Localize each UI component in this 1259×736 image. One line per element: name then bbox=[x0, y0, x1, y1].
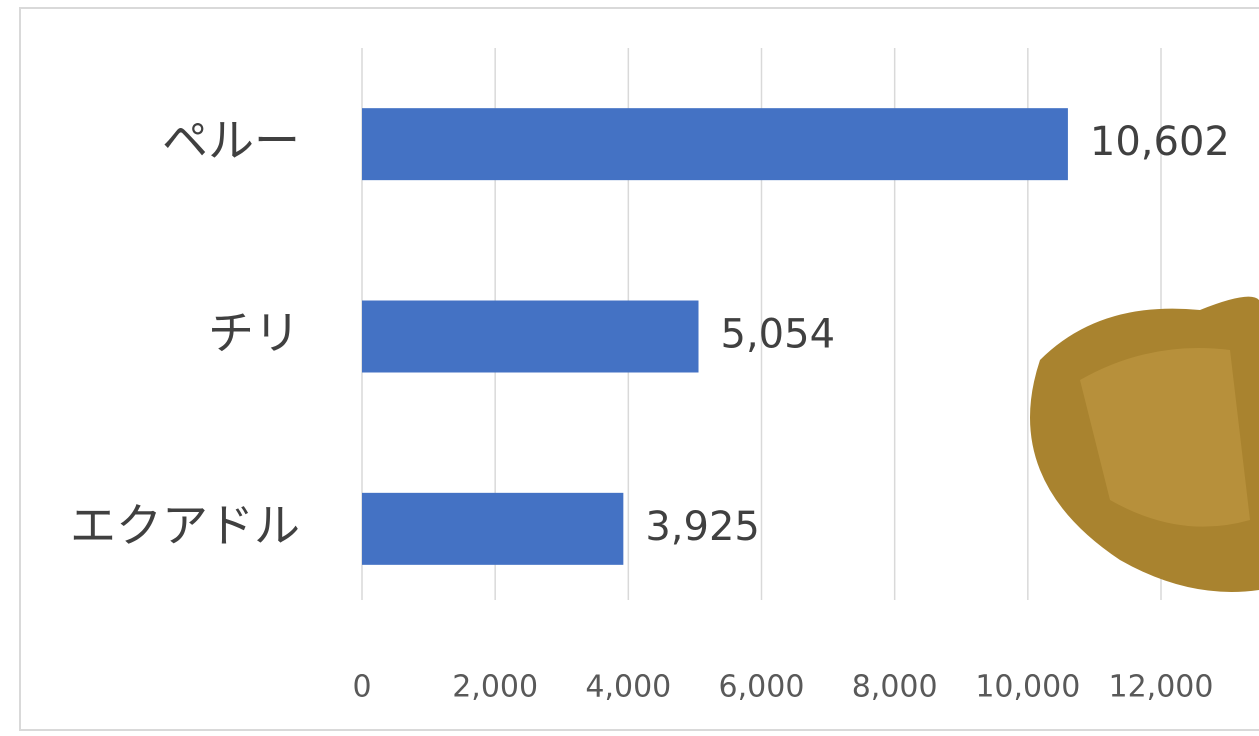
x-tick-label: 6,000 bbox=[719, 670, 805, 705]
powder-highlight bbox=[1080, 348, 1250, 527]
x-tick-label: 8,000 bbox=[852, 670, 938, 705]
category-label: チリ bbox=[208, 306, 300, 360]
x-tick-label: 2,000 bbox=[452, 670, 538, 705]
chart-frame bbox=[19, 7, 1259, 731]
category-label: ペルー bbox=[162, 114, 300, 168]
x-tick-label: 12,000 bbox=[1109, 670, 1214, 705]
bar bbox=[362, 492, 624, 565]
x-tick-label: 4,000 bbox=[585, 670, 671, 705]
value-label: 10,602 bbox=[1090, 119, 1230, 165]
category-label: エクアドル bbox=[70, 498, 300, 552]
value-label: 5,054 bbox=[721, 312, 836, 358]
bar bbox=[362, 300, 699, 373]
x-tick-label: 10,000 bbox=[975, 670, 1080, 705]
bar bbox=[362, 108, 1068, 181]
x-tick-label: 0 bbox=[352, 670, 371, 705]
powder-image bbox=[1030, 296, 1259, 592]
value-label: 3,925 bbox=[645, 504, 760, 550]
